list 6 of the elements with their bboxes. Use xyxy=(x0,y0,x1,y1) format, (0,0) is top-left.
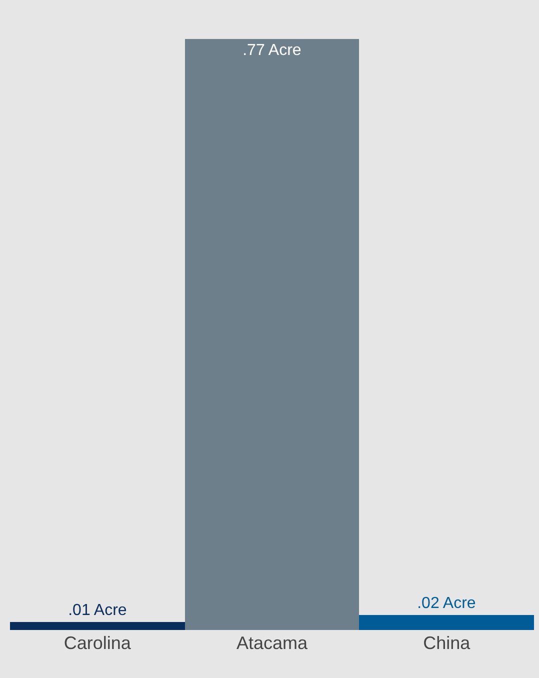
x-tick-label: China xyxy=(423,633,472,653)
data-label: .02 Acre xyxy=(417,595,476,612)
data-label: .77 Acre xyxy=(242,42,302,59)
data-label: .01 Acre xyxy=(68,602,127,619)
x-tick-label: Atacama xyxy=(236,633,308,653)
x-tick-label: Carolina xyxy=(64,633,132,653)
